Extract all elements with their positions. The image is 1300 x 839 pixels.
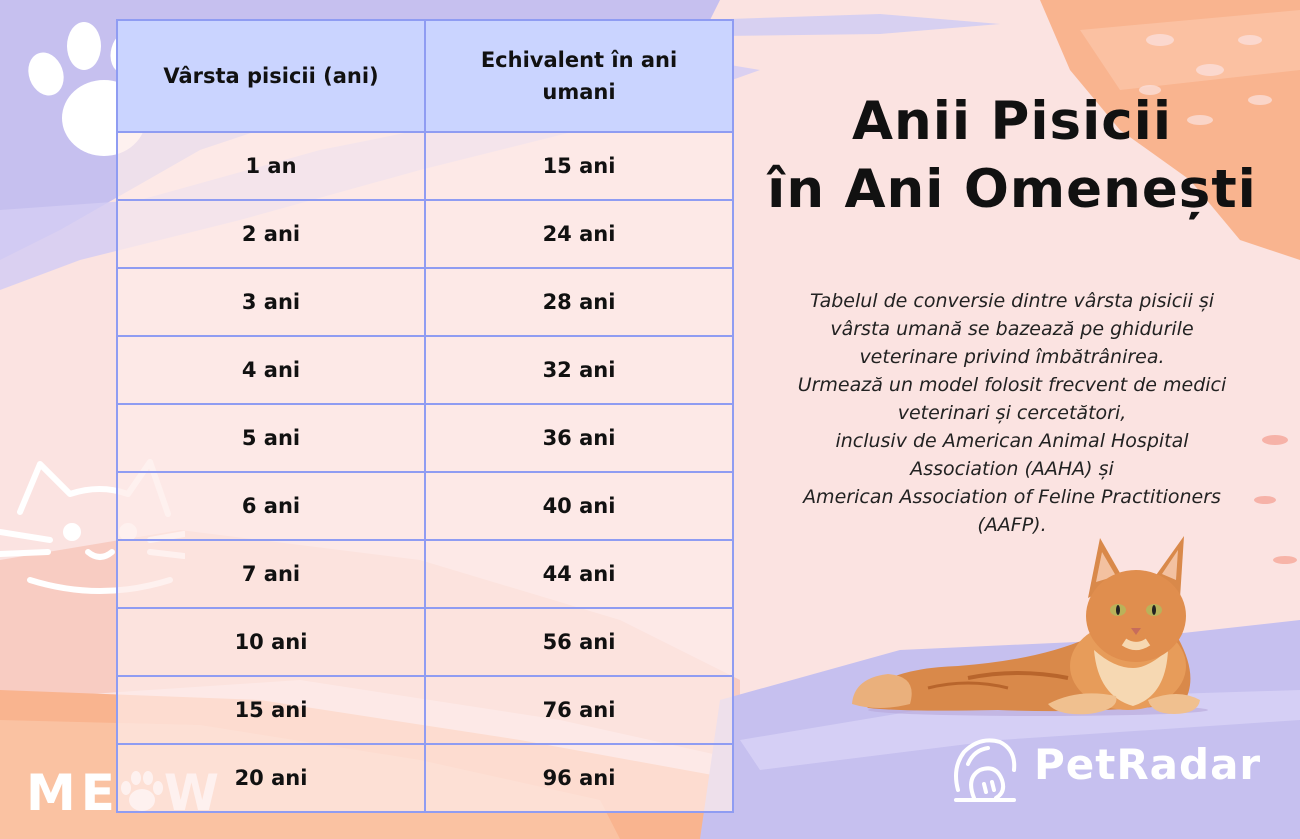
table-row: 2 ani 24 ani	[116, 199, 734, 269]
petradar-logo: PetRadar	[950, 734, 1280, 808]
table-row: 3 ani 28 ani	[116, 267, 734, 337]
cat-age-table: Vârsta pisicii (ani) Echivalent în ani u…	[116, 19, 734, 813]
table-header-row: Vârsta pisicii (ani) Echivalent în ani u…	[116, 19, 734, 133]
cat-age-cell: 4 ani	[116, 335, 426, 405]
human-age-cell: 76 ani	[424, 675, 734, 745]
page-title: Anii Pisicii în Ani Omenești	[742, 88, 1282, 224]
cat-age-cell: 20 ani	[116, 743, 426, 813]
description-line: Urmează un model folosit frecvent de med…	[797, 374, 1227, 396]
description-line: Tabelul de conversie dintre vârsta pisic…	[809, 290, 1215, 312]
description-line: vârsta umană se bazează pe ghidurile	[830, 318, 1194, 340]
description-line: veterinare privind îmbătrânirea.	[859, 346, 1165, 368]
table-row: 1 an 15 ani	[116, 131, 734, 201]
cat-age-cell: 15 ani	[116, 675, 426, 745]
human-age-cell: 40 ani	[424, 471, 734, 541]
description-text: Tabelul de conversie dintre vârsta pisic…	[762, 287, 1262, 539]
human-age-cell: 32 ani	[424, 335, 734, 405]
human-age-cell: 44 ani	[424, 539, 734, 609]
cat-illustration	[852, 536, 1208, 716]
cat-age-cell: 1 an	[116, 131, 426, 201]
table-row: 4 ani 32 ani	[116, 335, 734, 405]
cat-age-cell: 10 ani	[116, 607, 426, 677]
human-age-cell: 24 ani	[424, 199, 734, 269]
human-age-cell: 28 ani	[424, 267, 734, 337]
human-age-cell: 36 ani	[424, 403, 734, 473]
human-age-cell: 56 ani	[424, 607, 734, 677]
description-line: American Association of Feline Practitio…	[803, 486, 1221, 508]
meow-text-start: ME	[26, 764, 120, 822]
description-line: Association (AAHA) și	[910, 458, 1114, 480]
table-row: 15 ani 76 ani	[116, 675, 734, 745]
cat-age-cell: 3 ani	[116, 267, 426, 337]
title-line-2: în Ani Omenești	[767, 159, 1257, 220]
description-line: inclusiv de American Animal Hospital	[835, 430, 1189, 452]
table-row: 6 ani 40 ani	[116, 471, 734, 541]
petradar-logo-icon	[954, 738, 1017, 802]
cat-age-cell: 7 ani	[116, 539, 426, 609]
description-line: veterinari și cercetători,	[897, 402, 1127, 424]
human-age-cell: 96 ani	[424, 743, 734, 813]
human-age-cell: 15 ani	[424, 131, 734, 201]
cat-age-cell: 5 ani	[116, 403, 426, 473]
column-header-cat-age: Vârsta pisicii (ani)	[116, 19, 426, 133]
cat-age-cell: 2 ani	[116, 199, 426, 269]
brand-name: PetRadar	[1034, 740, 1262, 789]
table-row: 7 ani 44 ani	[116, 539, 734, 609]
description-line: (AAFP).	[977, 514, 1047, 536]
title-line-1: Anii Pisicii	[851, 91, 1172, 152]
column-header-human-age: Echivalent în ani umani	[424, 19, 734, 133]
table-row: 20 ani 96 ani	[116, 743, 734, 813]
table-row: 5 ani 36 ani	[116, 403, 734, 473]
table-row: 10 ani 56 ani	[116, 607, 734, 677]
cat-age-cell: 6 ani	[116, 471, 426, 541]
